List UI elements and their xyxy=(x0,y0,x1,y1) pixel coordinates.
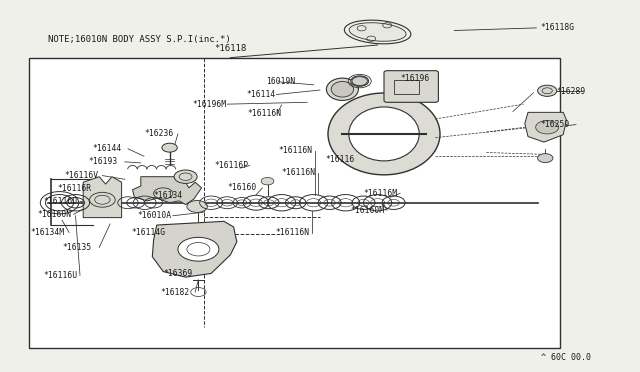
Circle shape xyxy=(536,121,559,134)
Ellipse shape xyxy=(328,93,440,175)
Text: *16196M: *16196M xyxy=(192,100,226,109)
Text: *16134M: *16134M xyxy=(31,228,65,237)
Text: *16144: *16144 xyxy=(93,144,122,153)
Text: *16116U: *16116U xyxy=(44,271,77,280)
Circle shape xyxy=(261,177,274,185)
Text: *16114G: *16114G xyxy=(131,228,165,237)
Polygon shape xyxy=(525,112,566,142)
Text: NOTE;16010N BODY ASSY S.P.I(inc.*): NOTE;16010N BODY ASSY S.P.I(inc.*) xyxy=(48,35,231,44)
Text: *16118: *16118 xyxy=(214,44,246,53)
Text: *16010A: *16010A xyxy=(138,211,172,220)
Circle shape xyxy=(187,201,207,212)
Text: *16160N: *16160N xyxy=(37,210,71,219)
Text: *16135: *16135 xyxy=(63,243,92,252)
Text: 16019N: 16019N xyxy=(266,77,295,86)
Polygon shape xyxy=(132,177,202,205)
Bar xyxy=(394,80,419,94)
Text: *16116M: *16116M xyxy=(364,189,397,198)
Bar xyxy=(29,58,560,348)
Text: *16116N: *16116N xyxy=(247,109,281,118)
Text: *16116N: *16116N xyxy=(275,228,309,237)
Polygon shape xyxy=(152,221,237,277)
Text: *16116P: *16116P xyxy=(214,161,248,170)
Text: *16116N: *16116N xyxy=(278,146,312,155)
Ellipse shape xyxy=(351,76,369,86)
Text: *16193: *16193 xyxy=(88,157,118,166)
Text: *16160: *16160 xyxy=(227,183,257,192)
Text: *16116U: *16116U xyxy=(44,197,77,206)
Text: *16259: *16259 xyxy=(541,120,570,129)
Text: *16116V: *16116V xyxy=(64,171,98,180)
Text: *16236: *16236 xyxy=(144,129,173,138)
Text: *16118G: *16118G xyxy=(541,23,575,32)
Text: *16114: *16114 xyxy=(246,90,276,99)
FancyBboxPatch shape xyxy=(384,71,438,102)
Ellipse shape xyxy=(332,81,354,97)
Text: *16160M: *16160M xyxy=(351,206,385,215)
Text: ^ 60C 00.0: ^ 60C 00.0 xyxy=(541,353,591,362)
Circle shape xyxy=(538,154,553,163)
Ellipse shape xyxy=(326,78,358,100)
Polygon shape xyxy=(83,177,122,218)
Circle shape xyxy=(174,170,197,183)
Text: *16182: *16182 xyxy=(160,288,189,296)
Ellipse shape xyxy=(349,107,419,161)
Text: *16134: *16134 xyxy=(154,191,183,200)
Circle shape xyxy=(178,237,219,261)
Text: *16116N: *16116N xyxy=(282,169,316,177)
Text: *16369: *16369 xyxy=(163,269,193,278)
Circle shape xyxy=(538,85,557,96)
Text: *16116R: *16116R xyxy=(58,184,92,193)
Ellipse shape xyxy=(349,23,406,41)
Text: *16116: *16116 xyxy=(325,155,355,164)
Text: *16196: *16196 xyxy=(400,74,429,83)
Text: *16289: *16289 xyxy=(557,87,586,96)
Circle shape xyxy=(162,143,177,152)
